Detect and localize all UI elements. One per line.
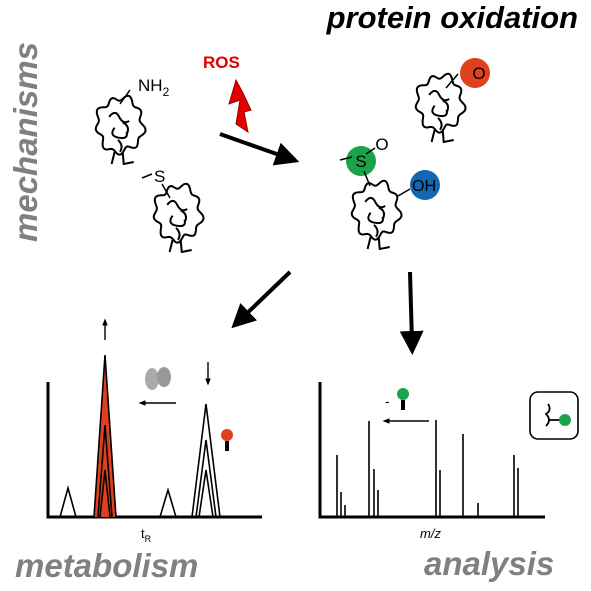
protein-fold <box>428 89 450 131</box>
tag-stem <box>225 441 229 451</box>
bond <box>365 147 376 155</box>
caption-left: metabolism <box>15 547 198 584</box>
protein <box>350 179 403 241</box>
spectrum-lines <box>336 420 519 517</box>
x-label-main: t <box>141 526 145 541</box>
bond <box>119 89 131 105</box>
ros-label: ROS <box>203 53 240 72</box>
proteins <box>94 72 467 253</box>
enzyme <box>145 368 159 390</box>
oxidation-tag <box>397 388 409 400</box>
x-label: tR <box>141 526 152 544</box>
axes <box>318 382 545 519</box>
amine-label: NH2 <box>138 76 170 99</box>
sulfoxide-o-label: O <box>375 135 388 154</box>
icon-box <box>529 391 579 440</box>
peaks <box>59 354 221 518</box>
protein <box>152 182 205 244</box>
bond <box>339 156 353 161</box>
protein <box>94 94 147 156</box>
x-label: m/z <box>420 526 441 541</box>
arrow <box>399 271 424 355</box>
arrow <box>219 132 300 166</box>
protein-tail <box>110 151 134 165</box>
side-label: mechanisms <box>7 42 44 242</box>
sulfoxide-circle <box>346 146 376 176</box>
arrow <box>231 270 292 329</box>
axes <box>46 382 262 519</box>
caption-right: analysis <box>424 545 554 582</box>
protein-fold <box>364 196 386 238</box>
protein-fold <box>166 199 188 241</box>
enzyme <box>157 367 171 387</box>
x-label-sub: R <box>145 534 152 544</box>
icon <box>544 403 560 427</box>
protein-fold <box>108 111 130 153</box>
thioether-label: S <box>154 167 165 186</box>
title: protein oxidation <box>326 0 578 35</box>
lightning <box>228 78 252 134</box>
protein-tail <box>430 129 454 143</box>
hydroxyl-label: OH <box>412 178 436 195</box>
bond <box>397 188 411 197</box>
carbonyl-circle <box>460 58 490 88</box>
sulfoxide-s-label: S <box>355 152 366 171</box>
tag-stem <box>401 400 405 410</box>
bond <box>161 183 171 199</box>
protein-tail <box>366 236 390 250</box>
oxidation-tag <box>221 429 233 441</box>
mass-shift: - <box>385 393 390 409</box>
hydroxyl-circle <box>410 170 440 200</box>
bond <box>363 170 371 187</box>
protein-tail <box>168 239 192 253</box>
amine-sub: 2 <box>163 85 170 99</box>
bond <box>141 173 153 179</box>
bond <box>445 73 459 89</box>
peak-fill <box>94 355 116 517</box>
carbonyl-label: O <box>472 64 485 83</box>
icon-dot <box>559 414 571 426</box>
protein <box>414 72 467 134</box>
amine-main: NH <box>138 76 163 95</box>
